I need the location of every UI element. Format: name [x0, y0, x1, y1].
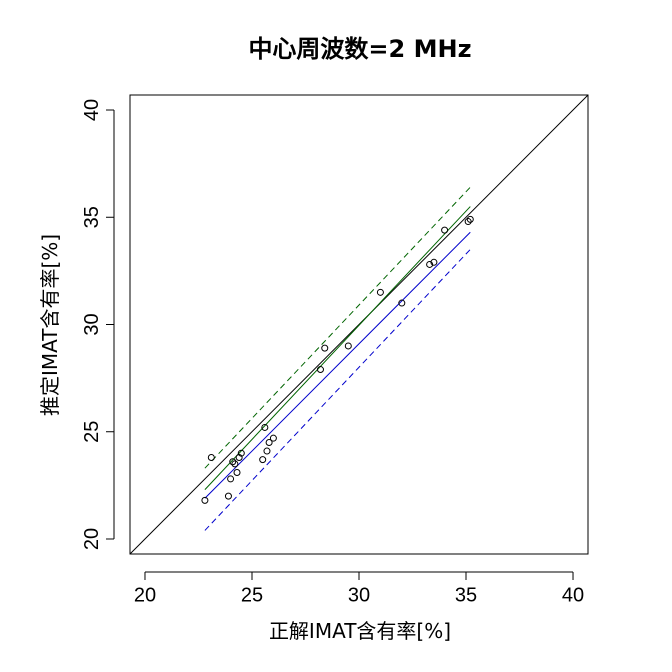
data-point [201, 496, 209, 504]
data-point [316, 366, 324, 374]
x-tick-label: 40 [562, 585, 584, 607]
data-point [376, 288, 384, 296]
data-point [430, 258, 438, 266]
y-axis-label: 推定IMAT含有率[%] [38, 234, 62, 416]
data-point [265, 438, 273, 446]
x-tick-label: 30 [348, 585, 370, 607]
chart-title: 中心周波数=2 MHz [248, 35, 471, 63]
interval-line [204, 186, 471, 469]
data-point [259, 456, 267, 464]
interval-line [204, 249, 471, 531]
data-point [426, 260, 434, 268]
identity-line [130, 95, 588, 554]
y-tick-label: 20 [81, 528, 103, 550]
x-tick-label: 20 [134, 585, 156, 607]
data-point [466, 215, 474, 223]
y-tick-label: 35 [81, 206, 103, 228]
plot-layer: 20 25 30 35 40 20 25 30 35 40 [81, 94, 589, 607]
data-point [235, 453, 243, 461]
y-tick-label: 40 [81, 99, 103, 121]
y-axis: 20 25 30 35 40 [81, 99, 115, 550]
data-point [227, 475, 235, 483]
data-point [233, 468, 241, 476]
x-tick-label: 35 [455, 585, 477, 607]
data-point [229, 458, 237, 466]
data-point [344, 342, 352, 350]
y-tick-label: 25 [81, 421, 103, 443]
data-points [201, 215, 474, 504]
data-point [263, 447, 271, 455]
x-axis: 20 25 30 35 40 [134, 571, 584, 607]
fit-line [204, 206, 471, 490]
data-point [261, 423, 269, 431]
data-point [441, 226, 449, 234]
fit-line [204, 231, 471, 499]
data-point [207, 453, 215, 461]
x-axis-label: 正解IMAT含有率[%] [269, 619, 451, 643]
data-point [269, 434, 277, 442]
data-point [464, 218, 472, 226]
data-point [224, 492, 232, 500]
chart-lines [130, 95, 588, 554]
plot-frame [129, 94, 589, 555]
data-point [321, 344, 329, 352]
x-tick-label: 25 [241, 585, 263, 607]
data-point [237, 449, 245, 457]
y-tick-label: 30 [81, 313, 103, 335]
data-point [231, 460, 239, 468]
data-point [398, 299, 406, 307]
